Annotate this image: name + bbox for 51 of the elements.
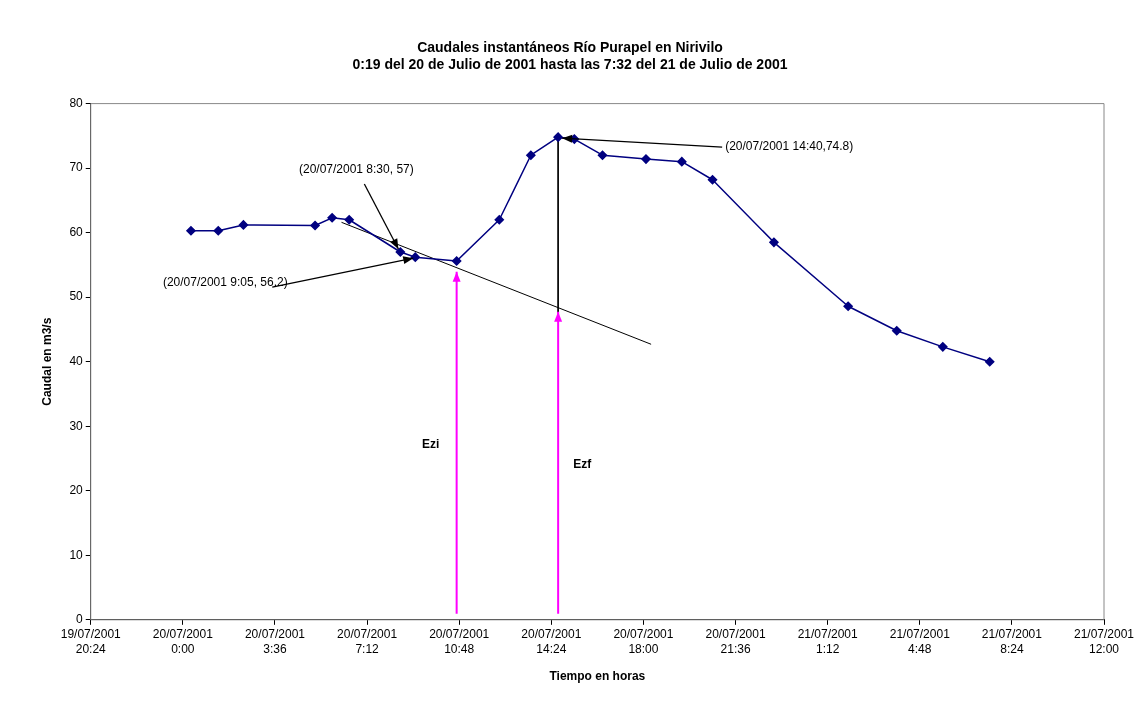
x-tick-label: 20/07/2001 14:24 bbox=[521, 627, 582, 656]
point bbox=[395, 247, 406, 257]
x-tick-label: 21/07/2001 12:00 bbox=[1073, 627, 1135, 656]
x-tick-label: 20/07/2001 18:00 bbox=[613, 627, 674, 656]
point bbox=[327, 213, 337, 223]
point bbox=[451, 256, 462, 266]
y-tick-label: 20 bbox=[69, 483, 84, 498]
y-tick-label: 80 bbox=[69, 95, 84, 110]
annotation: Ezi bbox=[421, 436, 440, 451]
x-tick-label: 19/07/2001 20:24 bbox=[60, 627, 122, 656]
point bbox=[238, 220, 249, 230]
y-tick-label: 70 bbox=[69, 160, 84, 175]
x-tick-label: 20/07/2001 10:48 bbox=[429, 627, 490, 656]
point bbox=[769, 237, 779, 248]
y-tick-label: 0 bbox=[76, 612, 84, 627]
annotation: (20/07/2001 14:40,74.8) bbox=[725, 139, 854, 154]
annotation: (20/07/2001 9:05, 56.2) bbox=[162, 275, 288, 290]
x-tick-label: 20/07/2001 7:12 bbox=[337, 627, 398, 656]
point bbox=[213, 225, 224, 236]
point bbox=[494, 215, 505, 225]
y-axis-title: Caudal en m3/s bbox=[39, 317, 54, 406]
annotation: Ezf bbox=[573, 457, 593, 472]
point bbox=[526, 150, 536, 160]
point bbox=[597, 150, 608, 160]
point bbox=[677, 156, 687, 167]
y-tick-label: 40 bbox=[69, 354, 84, 369]
chart-title: Caudales instantáneos Río Purapel en Nirivilo bbox=[417, 39, 723, 56]
y-tick-label: 10 bbox=[69, 547, 84, 562]
annotation: (20/07/2001 8:30, 57) bbox=[298, 162, 414, 177]
x-tick-label: 20/07/2001 3:36 bbox=[244, 627, 306, 656]
x-tick-label: 20/07/2001 21:36 bbox=[705, 627, 766, 656]
x-tick-label: 21/07/2001 1:12 bbox=[797, 627, 859, 656]
y-tick-label: 60 bbox=[69, 224, 84, 239]
x-tick-label: 21/07/2001 8:24 bbox=[981, 627, 1043, 656]
point bbox=[843, 301, 853, 311]
point bbox=[344, 215, 354, 225]
point bbox=[984, 356, 995, 367]
y-tick-label: 50 bbox=[69, 289, 84, 304]
chart-subtitle: 0:19 del 20 de Julio de 2001 hasta las 7:32 del 21 de Julio de 2001 bbox=[352, 56, 788, 73]
point bbox=[891, 325, 902, 336]
point bbox=[186, 225, 196, 236]
point bbox=[310, 220, 320, 231]
x-tick-label: 21/07/2001 4:48 bbox=[889, 627, 951, 656]
point bbox=[553, 132, 563, 142]
point bbox=[410, 252, 421, 262]
x-tick-label: 20/07/2001 0:00 bbox=[152, 627, 214, 656]
y-tick-label: 30 bbox=[69, 418, 84, 433]
x-axis-title: Tiempo en horas bbox=[549, 669, 646, 684]
point bbox=[707, 174, 718, 185]
point bbox=[641, 154, 651, 164]
point bbox=[938, 342, 948, 352]
